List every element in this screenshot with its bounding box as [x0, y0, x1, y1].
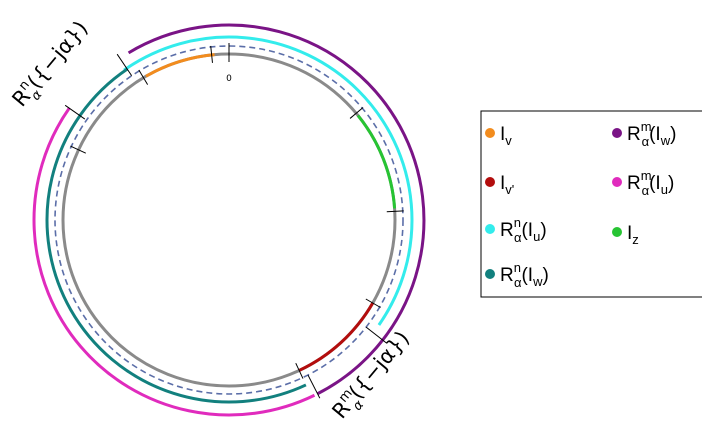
svg-text:Rnα(Iu): Rn α(Iu)	[500, 215, 547, 245]
legend-item-rn-iw: Rn α(Iw)	[485, 260, 549, 290]
legend: Iv Iv' Rn α(Iu) Rn α(Iw)	[480, 110, 702, 298]
label-rn-minus-j-alpha: Rnα({−jα})	[7, 16, 97, 115]
arc-iv	[145, 53, 215, 78]
legend-rn-iu-rest: (I	[521, 220, 533, 241]
svg-text:Iz: Iz	[627, 223, 639, 247]
svg-text:Rnα(Iw): Rn α(Iw)	[500, 260, 549, 290]
legend-marker-rn-iu	[485, 224, 495, 234]
svg-text:Rmα(Iw): Rm α(Iw)	[627, 119, 676, 149]
tick-outer-128	[365, 326, 387, 344]
arc-rm-iw	[127, 23, 426, 396]
legend-marker-rm-iw	[612, 128, 622, 138]
arc-iz	[356, 114, 397, 209]
legend-rn-iw-close: )	[542, 265, 548, 286]
label-rm-minus-j-alpha: Rmα({−jα})	[327, 326, 419, 427]
legend-rn-iu-sup: n	[514, 215, 521, 230]
legend-rm-iw-rest: (I	[649, 124, 661, 145]
legend-iz-base: I	[627, 223, 632, 244]
rot-left-rest: ({−jα})	[23, 16, 93, 93]
legend-marker-ivp	[485, 177, 495, 187]
legend-iv-base: I	[500, 124, 505, 145]
svg-text:Iv': Iv'	[500, 173, 514, 197]
legend-item-iz: Iz	[612, 223, 639, 247]
legend-rm-iw-base: R	[627, 124, 641, 145]
legend-item-rm-iu: Rm α(Iu)	[612, 168, 674, 198]
legend-rm-iu-close: )	[668, 173, 674, 194]
legend-rn-iu-rest-sub: u	[533, 229, 540, 244]
svg-text:Iv: Iv	[500, 124, 512, 148]
legend-item-ivp: Iv'	[485, 173, 514, 197]
legend-rn-iu-sub: α	[514, 230, 522, 245]
legend-rn-iw-rest-sub: w	[532, 274, 543, 289]
legend-box	[480, 110, 702, 298]
tick-50	[349, 107, 364, 119]
legend-item-rm-iw: Rm α(Iw)	[612, 119, 676, 149]
tick-outer-305	[64, 104, 86, 120]
legend-rn-iw-rest: (I	[521, 265, 533, 286]
legend-rm-iu-rest: (I	[649, 173, 661, 194]
tick-354	[210, 45, 213, 63]
tick-329	[138, 69, 149, 85]
legend-rm-iu-base: R	[627, 173, 641, 194]
svg-text:Rnα({−jα}): Rnα({−jα})	[7, 16, 97, 115]
legend-marker-iz	[612, 227, 622, 237]
tick-outer-326	[116, 53, 133, 77]
legend-rn-iu-close: )	[540, 220, 546, 241]
legend-marker-rn-iw	[485, 269, 495, 279]
svg-text:Rmα({−jα}): Rmα({−jα})	[327, 326, 419, 427]
arc-iv-prime	[298, 302, 375, 372]
legend-rm-iw-rest-sub: w	[660, 133, 671, 148]
tick-outer-153	[307, 374, 321, 399]
legend-iz-sub: z	[632, 232, 639, 247]
zero-label: 0	[226, 74, 232, 84]
legend-rm-iu-sub: α	[642, 183, 650, 198]
tick-295	[70, 145, 87, 154]
arc-rm-iu	[32, 107, 316, 417]
legend-rm-iu-sup: m	[641, 168, 652, 183]
legend-rn-iw-sup: n	[514, 260, 521, 275]
legend-ivp-sub: v'	[505, 182, 514, 197]
tick-87	[386, 210, 404, 213]
svg-text:Rmα(Iu): Rm α(Iu)	[627, 168, 674, 198]
legend-rn-iw-sub: α	[514, 275, 522, 290]
dashed-circle	[54, 45, 404, 395]
tick-120	[365, 298, 381, 308]
base-circle	[61, 52, 397, 388]
legend-ivp-base: I	[500, 173, 505, 194]
legend-rn-iu-base: R	[500, 220, 514, 241]
legend-marker-iv	[485, 128, 495, 138]
legend-rm-iu-rest-sub: u	[661, 182, 668, 197]
legend-rm-iw-close: )	[670, 124, 676, 145]
legend-iv-sub: v	[505, 133, 512, 148]
rot-bottom-rest: ({−jα})	[344, 326, 414, 403]
legend-rn-iw-base: R	[500, 265, 514, 286]
legend-rm-iw-sup: m	[641, 119, 652, 134]
legend-item-iv: Iv	[485, 124, 512, 148]
legend-rm-iw-sub: α	[642, 134, 650, 149]
arc-rn-iu	[123, 35, 414, 326]
legend-marker-rm-iu	[612, 177, 622, 187]
tick-155	[295, 362, 304, 379]
tick-layer	[64, 43, 404, 399]
legend-item-rn-iu: Rn α(Iu)	[485, 215, 547, 245]
arc-rn-iw	[45, 67, 307, 404]
